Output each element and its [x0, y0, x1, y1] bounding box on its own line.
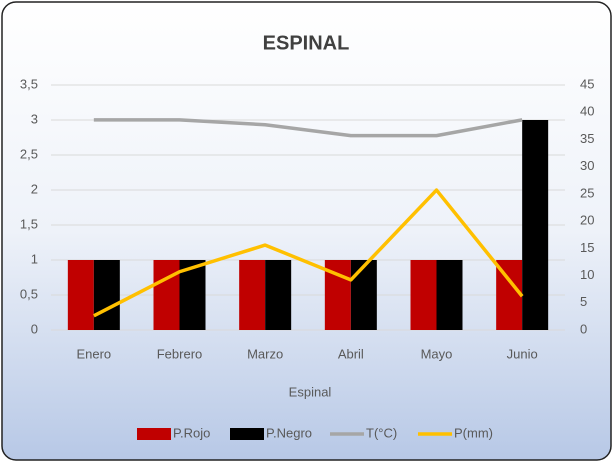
bar: [93, 260, 120, 330]
bar: [350, 260, 377, 330]
y2-tick-label: 40: [580, 104, 594, 119]
y-tick-label: 2: [31, 181, 38, 196]
y2-tick-label: 25: [580, 185, 594, 200]
y2-tick-label: 10: [580, 267, 594, 282]
bar: [239, 260, 266, 330]
legend-label: T(°C): [366, 425, 397, 440]
legend-swatch: [137, 428, 171, 440]
line-series: [93, 118, 523, 138]
y-tick-label: 3,5: [20, 76, 38, 91]
y-tick-label: 0: [31, 321, 38, 336]
y2-tick-label: 5: [580, 294, 587, 309]
bar: [153, 260, 180, 330]
y-tick-label: 1,5: [20, 216, 38, 231]
y2-tick-label: 15: [580, 240, 594, 255]
y2-tick-label: 30: [580, 158, 594, 173]
legend-swatch: [230, 428, 264, 440]
bar: [265, 260, 292, 330]
x-tick-label: Enero: [76, 346, 111, 361]
bar: [67, 260, 94, 330]
y2-tick-label: 0: [580, 321, 587, 336]
bar: [436, 260, 463, 330]
y2-tick-label: 20: [580, 213, 594, 228]
y-tick-label: 0,5: [20, 286, 38, 301]
x-tick-label: Junio: [507, 346, 538, 361]
y2-tick-label: 35: [580, 131, 594, 146]
x-tick-label: Marzo: [247, 346, 283, 361]
y-tick-label: 2,5: [20, 146, 38, 161]
legend-label: P.Rojo: [173, 425, 210, 440]
bar: [522, 120, 549, 330]
line-series: [93, 188, 524, 318]
x-tick-label: Febrero: [157, 346, 203, 361]
x-tick-label: Abril: [338, 346, 364, 361]
chart-title: ESPINAL: [263, 32, 350, 54]
bar: [410, 260, 437, 330]
y-tick-label: 3: [31, 111, 38, 126]
y-tick-label: 1: [31, 251, 38, 266]
legend-label: P(mm): [454, 425, 493, 440]
x-tick-label: Mayo: [421, 346, 453, 361]
x-axis-label: Espinal: [289, 384, 332, 399]
y2-tick-label: 45: [580, 76, 594, 91]
legend-label: P.Negro: [266, 425, 312, 440]
